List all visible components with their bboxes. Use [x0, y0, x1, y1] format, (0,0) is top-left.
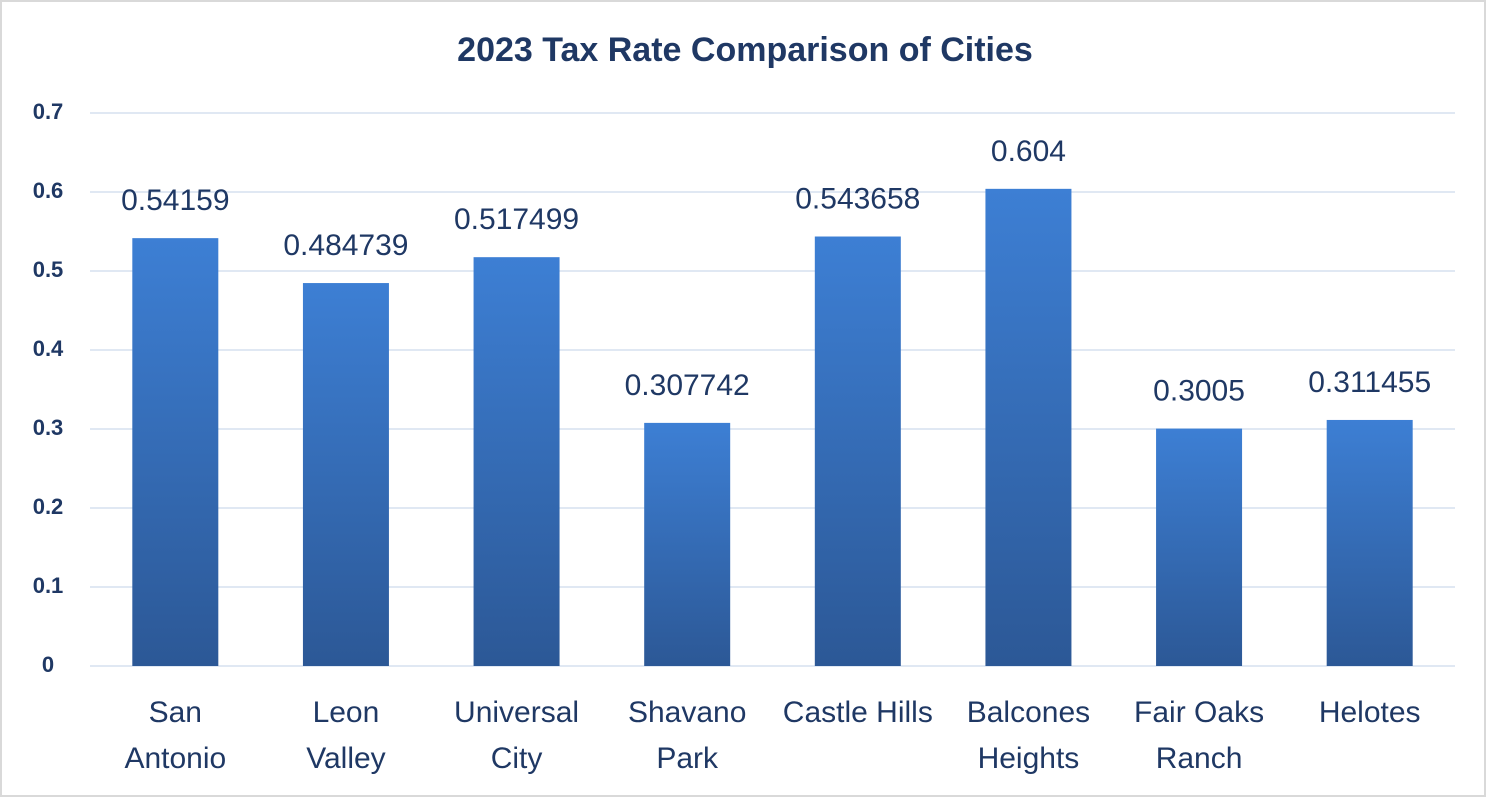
- data-label: 0.517499: [454, 203, 579, 236]
- data-label: 0.311455: [1308, 366, 1431, 399]
- bar: [302, 283, 389, 666]
- bar: [1156, 428, 1243, 666]
- data-label: 0.3005: [1153, 375, 1245, 408]
- x-tick-label: Fair Oaks Ranch: [1134, 696, 1264, 775]
- y-tick-label: 0.2: [33, 494, 64, 519]
- x-tick-label: San Antonio: [124, 696, 226, 775]
- x-tick-label: Universal City: [454, 696, 579, 775]
- x-tick-label: Leon Valley: [306, 696, 385, 775]
- y-tick-label: 0.3: [33, 415, 64, 440]
- bar: [1326, 419, 1413, 666]
- bar: [814, 236, 901, 666]
- x-tick-label: Helotes: [1319, 696, 1421, 729]
- bar: [985, 188, 1072, 666]
- y-tick-label: 0.1: [33, 573, 64, 598]
- x-tick-label: Shavano Park: [628, 696, 746, 775]
- bar: [644, 422, 731, 666]
- y-tick-label: 0.4: [33, 336, 64, 361]
- data-label: 0.543658: [795, 182, 920, 215]
- y-tick-label: 0: [42, 652, 54, 677]
- chart-title: 2023 Tax Rate Comparison of Cities: [457, 31, 1033, 69]
- bar: [473, 257, 560, 666]
- x-tick-label: Castle Hills: [783, 696, 933, 729]
- bar: [132, 238, 219, 666]
- data-label: 0.54159: [121, 184, 229, 217]
- x-tick-label: Balcones Heights: [967, 696, 1090, 775]
- data-label: 0.604: [991, 135, 1066, 168]
- y-tick-label: 0.6: [33, 178, 64, 203]
- y-tick-label: 0.7: [33, 99, 64, 124]
- y-tick-label: 0.5: [33, 257, 64, 282]
- data-label: 0.307742: [625, 369, 750, 402]
- data-label: 0.484739: [283, 229, 408, 262]
